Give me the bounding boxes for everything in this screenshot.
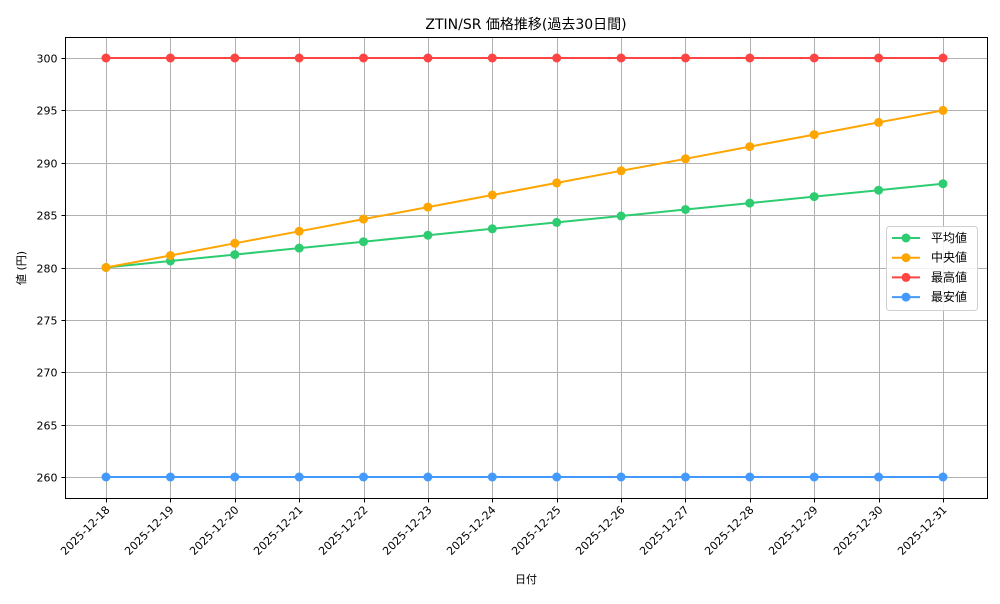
data-point [938, 179, 948, 189]
data-point [874, 53, 884, 63]
data-point [681, 154, 690, 164]
y-axis-label: 値 (円) [15, 251, 28, 285]
y-tick-label: 295 [37, 105, 58, 118]
y-tick-label: 300 [37, 53, 58, 66]
legend-marker-icon [901, 253, 911, 263]
data-point [938, 472, 948, 482]
data-point [230, 250, 240, 260]
data-point [487, 53, 497, 63]
data-point [165, 251, 175, 260]
data-point [423, 472, 433, 482]
data-point [552, 53, 562, 63]
legend-box [886, 226, 978, 311]
series-lines [101, 53, 948, 482]
data-point [745, 142, 755, 152]
data-point [423, 202, 433, 212]
y-tick-label: 260 [37, 472, 58, 485]
data-point [101, 263, 111, 272]
y-tick-label: 275 [37, 315, 58, 328]
legend-item: 中央値 [892, 250, 967, 265]
data-point [938, 105, 948, 115]
data-point [101, 472, 111, 482]
legend-marker-icon [901, 292, 911, 302]
legend-marker-icon [901, 233, 911, 243]
data-point [294, 472, 304, 482]
data-point [487, 190, 497, 200]
data-point [809, 192, 819, 202]
data-point [874, 117, 884, 127]
series-line [105, 182, 944, 269]
data-point [423, 230, 433, 240]
data-point [874, 472, 884, 482]
data-point [359, 53, 368, 63]
data-point [359, 472, 368, 482]
data-point [809, 472, 819, 482]
y-tick-label: 280 [37, 263, 58, 276]
data-point [809, 130, 819, 140]
data-point [230, 238, 240, 248]
data-point [165, 472, 175, 482]
legend-item: 平均値 [892, 230, 967, 245]
data-point [681, 472, 690, 482]
data-point [681, 205, 690, 214]
series-3 [101, 472, 948, 482]
legend-label: 最高値 [931, 269, 967, 284]
data-point [745, 472, 755, 482]
series-1 [101, 105, 948, 272]
data-point [552, 178, 562, 188]
series-2 [101, 53, 948, 63]
data-point [359, 237, 368, 247]
data-point [616, 472, 626, 482]
data-point [938, 53, 948, 63]
y-tick-label: 285 [37, 210, 58, 223]
data-point [294, 226, 304, 236]
data-point [552, 472, 562, 482]
data-point [230, 53, 240, 63]
data-point [487, 472, 497, 482]
legend-item: 最安値 [892, 289, 967, 304]
data-point [874, 185, 884, 195]
data-point [809, 53, 819, 63]
data-point [552, 217, 562, 227]
data-point [101, 53, 111, 63]
data-point [294, 53, 304, 63]
data-point [423, 53, 433, 63]
chart-title: ZTIN/SR 価格推移(過去30日間) [425, 17, 626, 33]
data-point [616, 211, 626, 221]
y-tick-label: 265 [37, 420, 58, 433]
series-line [105, 109, 944, 269]
data-point [616, 53, 626, 63]
y-tick-label: 290 [37, 158, 58, 171]
legend-label: 最安値 [931, 289, 967, 304]
data-point [745, 198, 755, 208]
data-point [616, 166, 626, 176]
data-point [165, 53, 175, 63]
x-axis-label: 日付 [515, 573, 537, 586]
data-point [487, 224, 497, 234]
legend-marker-icon [901, 272, 911, 282]
data-point [294, 243, 304, 253]
data-point [681, 53, 690, 63]
legend-label: 中央値 [931, 250, 967, 265]
legend-item: 最高値 [892, 269, 967, 284]
y-tick-label: 270 [37, 367, 58, 380]
data-point [745, 53, 755, 63]
data-point [359, 214, 368, 224]
data-point [230, 472, 240, 482]
legend-label: 平均値 [931, 230, 967, 245]
